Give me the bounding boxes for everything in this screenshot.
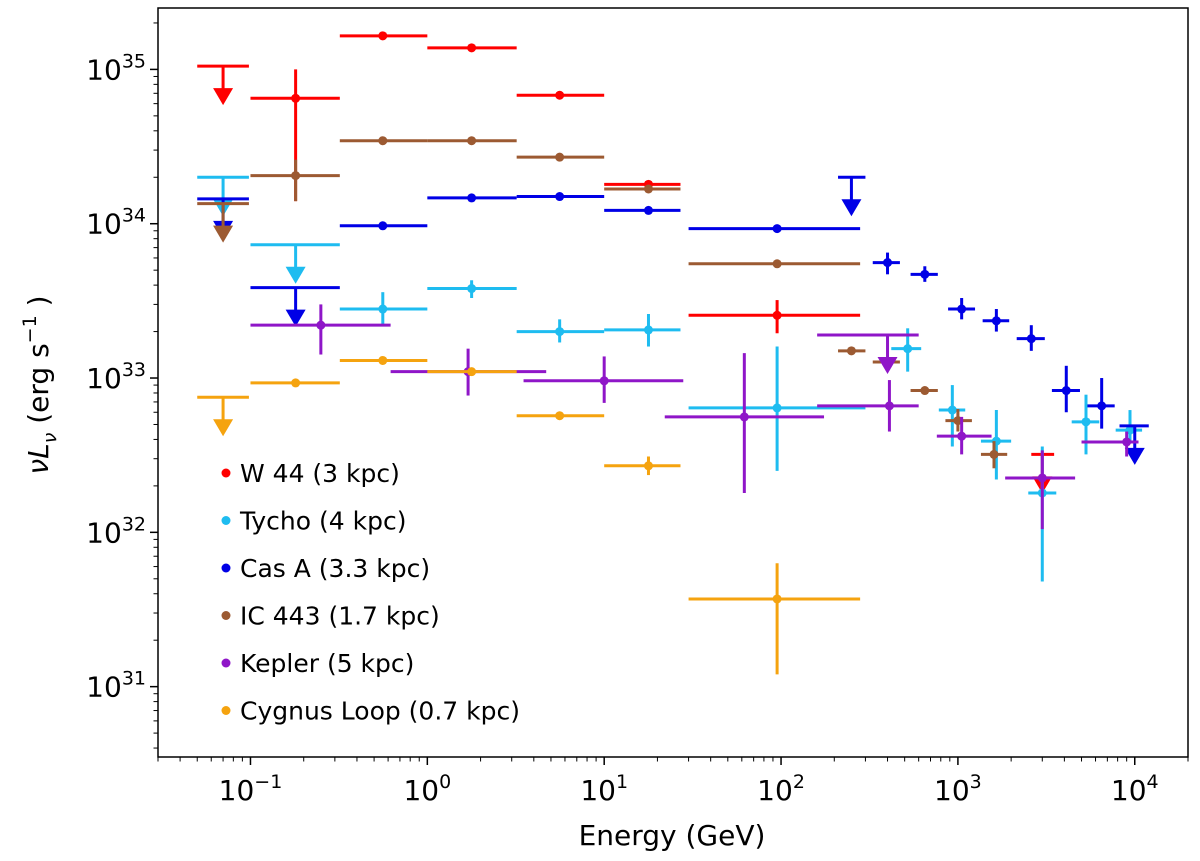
- data-point: [316, 320, 326, 330]
- series-3: [197, 136, 1008, 469]
- data-point: [467, 284, 477, 294]
- y-tick-label: 1034: [86, 205, 146, 241]
- legend-label: Cygnus Loop (0.7 kpc): [240, 697, 520, 726]
- data-point: [291, 171, 301, 181]
- x-tick-label: 102: [757, 771, 805, 807]
- data-point: [1122, 437, 1132, 447]
- legend-label: Kepler (5 kpc): [240, 649, 414, 678]
- data-point: [555, 152, 565, 162]
- data-point: [1061, 386, 1071, 396]
- data-point: [772, 310, 782, 320]
- x-tick-label: 103: [934, 771, 982, 807]
- data-point: [599, 376, 609, 386]
- data-point: [920, 269, 930, 279]
- upper-limit-arrow: [285, 309, 306, 327]
- series-4: [250, 304, 1139, 530]
- data-point: [772, 403, 782, 413]
- legend-label: IC 443 (1.7 kpc): [240, 602, 440, 631]
- x-tick-label: 10−1: [219, 771, 283, 807]
- data-point: [555, 90, 565, 100]
- data-point: [846, 346, 856, 356]
- y-tick-label: 1032: [86, 513, 146, 549]
- data-point: [555, 327, 565, 337]
- x-tick-label: 100: [403, 771, 451, 807]
- legend-label: W 44 (3 kpc): [240, 459, 400, 488]
- legend: W 44 (3 kpc) Tycho (4 kpc) Cas A (3.3 kpc)…: [221, 459, 520, 726]
- data-point: [989, 449, 999, 459]
- legend-marker: [221, 468, 231, 478]
- data-point: [643, 205, 653, 215]
- data-point: [467, 367, 477, 377]
- data-point: [291, 378, 301, 388]
- data-point: [378, 31, 388, 41]
- data-point: [947, 405, 957, 415]
- data-point: [378, 304, 388, 314]
- axis-ticks: [150, 22, 1189, 765]
- data-point: [555, 411, 565, 421]
- data-point: [739, 412, 749, 422]
- y-axis-label: νLν (erg s−1 ): [19, 295, 61, 474]
- data-point: [957, 431, 967, 441]
- legend-marker: [221, 563, 231, 573]
- data-point: [467, 43, 477, 53]
- plot-frame: [157, 7, 1189, 758]
- data-point: [291, 93, 301, 103]
- data-point: [643, 461, 653, 471]
- data-point: [957, 304, 967, 314]
- data-point: [378, 136, 388, 146]
- upper-limit-arrow: [213, 88, 234, 106]
- legend-marker: [221, 516, 231, 525]
- upper-limit-arrow: [877, 357, 898, 375]
- data-point: [643, 325, 653, 335]
- data-point: [772, 594, 782, 604]
- data-point: [378, 355, 388, 365]
- data-point: [1026, 334, 1036, 344]
- data-point: [555, 192, 565, 202]
- y-tick-label: 1031: [86, 668, 146, 704]
- series-0: [197, 31, 1055, 494]
- y-tick-label: 1035: [86, 50, 146, 86]
- legend-marker: [221, 611, 231, 620]
- data-point: [467, 193, 477, 203]
- data-point: [991, 316, 1001, 326]
- x-tick-label: 101: [580, 771, 628, 807]
- x-tick-label: 104: [1111, 771, 1159, 807]
- upper-limit-arrow: [285, 266, 306, 284]
- data-point: [467, 136, 477, 146]
- data-point: [884, 401, 894, 411]
- data-point: [920, 386, 930, 396]
- series-1: [197, 175, 1143, 582]
- legend-label: Tycho (4 kpc): [239, 507, 406, 536]
- y-tick-label: 1033: [86, 359, 146, 395]
- data-point: [883, 258, 893, 268]
- axis-tick-labels: 10−1 100 101 102 103 104 1031 1032 1033 1034 1035: [86, 50, 1158, 807]
- data-point: [1037, 473, 1047, 483]
- upper-limit-arrow: [1124, 447, 1145, 465]
- series-5: [197, 355, 861, 675]
- x-axis-label: Energy (GeV): [579, 819, 766, 852]
- upper-limit-arrow: [841, 199, 862, 217]
- upper-limit-arrow: [213, 225, 234, 243]
- data-point: [772, 224, 782, 234]
- data-point: [1097, 401, 1107, 411]
- data-point: [378, 221, 388, 231]
- legend-label: Cas A (3.3 kpc): [240, 554, 430, 583]
- upper-limit-arrow: [213, 419, 234, 437]
- legend-marker: [221, 658, 231, 668]
- legend-marker: [221, 706, 231, 715]
- chart-marks: [197, 31, 1149, 675]
- data-point: [772, 259, 782, 269]
- series-2: [197, 175, 1149, 465]
- data-point: [1081, 417, 1091, 427]
- data-point: [643, 184, 653, 194]
- data-point: [903, 344, 913, 354]
